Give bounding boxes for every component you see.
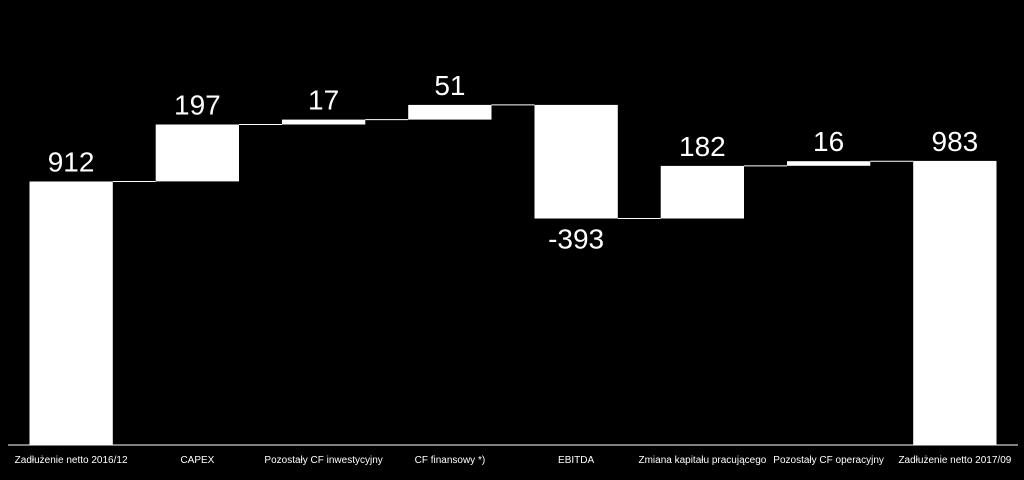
- value-label-4: 51: [434, 70, 465, 101]
- category-label-6: Zmiana kapitału pracującego: [638, 455, 766, 466]
- category-label-7: Pozostały CF operacyjny: [773, 455, 884, 466]
- bar-5: [534, 104, 618, 219]
- bar-8: [913, 160, 997, 445]
- bar-4: [408, 104, 492, 120]
- category-label-4: CF finansowy *): [415, 455, 486, 466]
- bar-2: [155, 124, 239, 182]
- value-label-3: 17: [308, 85, 339, 116]
- bar-3: [282, 119, 366, 125]
- category-label-3: Pozostały CF inwestycyjny: [264, 455, 382, 466]
- value-label-5: -393: [548, 224, 604, 255]
- value-label-7: 16: [813, 126, 844, 157]
- category-label-5: EBITDA: [558, 455, 594, 466]
- category-label-1: Zadłużenie netto 2016/12: [15, 455, 128, 466]
- value-label-2: 197: [174, 90, 221, 121]
- bar-7: [787, 161, 871, 166]
- connector-lines: [112, 104, 914, 219]
- value-label-8: 983: [932, 126, 979, 157]
- value-label-6: 182: [679, 131, 726, 162]
- value-label-1: 912: [48, 147, 95, 178]
- category-label-8: Zadłużenie netto 2017/09: [898, 455, 1011, 466]
- bar-1: [29, 181, 113, 445]
- value-labels: 912 197 17 51 -393 182 16 983: [48, 70, 979, 255]
- category-label-2: CAPEX: [180, 455, 214, 466]
- bar-6: [660, 165, 744, 219]
- category-labels: Zadłużenie netto 2016/12 CAPEX Pozostały C…: [15, 455, 1012, 466]
- bars-group: [29, 104, 997, 445]
